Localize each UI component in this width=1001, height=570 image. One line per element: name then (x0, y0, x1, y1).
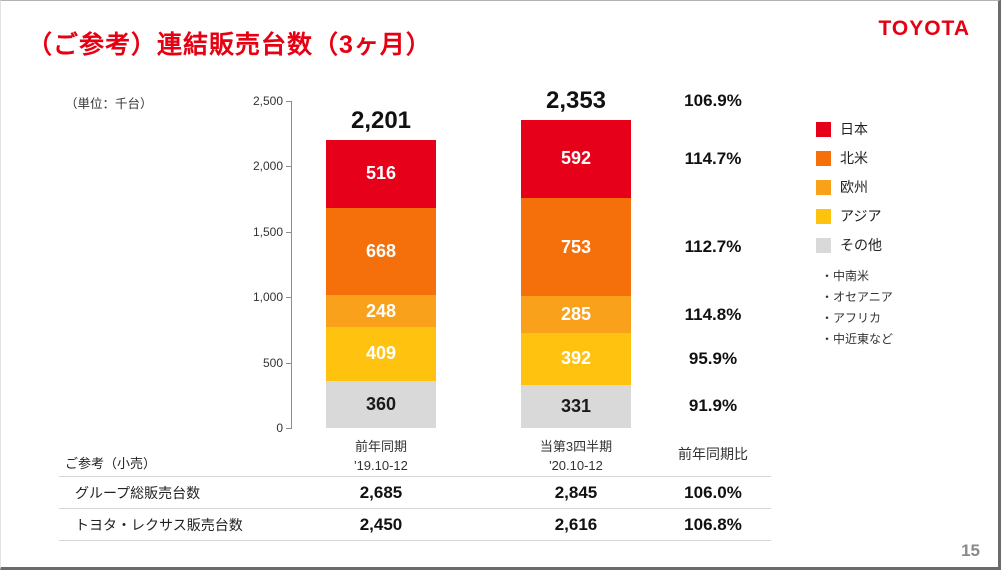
table-row-label: グループ総販売台数 (75, 485, 201, 501)
legend-note: ・中南米 (821, 269, 870, 283)
y-axis-tick-label: 2,000 (252, 159, 283, 174)
page-number: 15 (961, 541, 980, 560)
table-caption: ご参考（小売） (65, 456, 157, 471)
legend-item-欧州: 欧州 (816, 179, 868, 195)
x-axis-category-label: 前年同期 '19.10-12 (306, 438, 456, 476)
category-line1: 前年同期 (354, 439, 407, 454)
yoy-column-header: 前年同期比 (678, 446, 748, 462)
segment-yoy-label-アジア: 95.9% (688, 349, 738, 369)
y-axis-line (291, 101, 292, 429)
table-row: トヨタ・レクサス販売台数 2,450 2,616 106.8% (59, 508, 771, 541)
y-axis-tick-mark (286, 101, 291, 102)
table-cell-yoy: 106.0% (684, 483, 742, 502)
legend-item-アジア: アジア (816, 208, 881, 224)
bar-segment-欧州: 248 (326, 294, 436, 328)
legend-swatch (816, 121, 831, 137)
y-axis-tick-label: 0 (276, 421, 283, 435)
bar-total-label: 2,353 (545, 87, 607, 115)
bar-segment-日本: 592 (521, 120, 631, 198)
chart-legend: 日本北米欧州アジアその他・中南米・オセアニア ・アフリカ・中近東など (816, 1, 996, 421)
table-cell-value: 2,616 (554, 515, 598, 534)
segment-yoy-label-日本: 114.7% (684, 148, 742, 168)
segment-yoy-label-北米: 112.7% (684, 236, 742, 256)
y-axis-tick-label: 1,500 (252, 224, 283, 239)
category-line2: '20.10-12 (549, 457, 603, 473)
legend-label: 日本 (840, 121, 868, 137)
bar-total-label: 2,201 (350, 107, 412, 135)
y-axis-tick-label: 1,000 (252, 290, 283, 305)
table-cell-value: 2,845 (554, 483, 598, 502)
x-axis-category-label: 当第3四半期 '20.10-12 (501, 438, 651, 476)
bar-segment-アジア: 392 (521, 333, 631, 385)
legend-swatch (816, 150, 831, 166)
legend-item-日本: 日本 (816, 121, 868, 137)
legend-note: ・アフリカ (821, 311, 882, 325)
segment-yoy-label-欧州: 114.8% (684, 304, 742, 324)
legend-note: ・オセアニア (821, 290, 893, 304)
legend-note: ・中近東など (821, 332, 894, 346)
legend-swatch (816, 208, 831, 224)
legend-label: アジア (840, 208, 882, 224)
y-axis-tick-mark (286, 166, 291, 168)
legend-swatch (816, 237, 831, 253)
table-cell-value: 2,450 (359, 515, 403, 534)
table-row-label: トヨタ・レクサス販売台数 (75, 517, 243, 533)
category-line2: '19.10-12 (354, 457, 408, 473)
table-cell-value: 2,685 (359, 483, 403, 502)
y-axis-tick-mark (286, 428, 291, 429)
bar-segment-その他: 360 (326, 380, 436, 428)
legend-item-その他: その他 (816, 237, 882, 253)
y-axis-tick-label: 2,500 (252, 94, 283, 108)
category-line1: 当第3四半期 (539, 439, 613, 454)
bar-segment-北米: 668 (326, 207, 436, 295)
page-title: （ご参考）連結販売台数（3ヶ月） (27, 31, 432, 59)
y-axis-tick-label: 500 (262, 355, 283, 370)
legend-item-北米: 北米 (816, 150, 868, 166)
y-axis-tick-mark (286, 297, 291, 299)
bar-segment-欧州: 285 (521, 296, 631, 334)
toyota-logo: TOYOTA (878, 17, 970, 40)
legend-swatch (816, 179, 831, 195)
unit-label: （単位：千台） (65, 97, 153, 111)
bar-segment-アジア: 409 (326, 327, 436, 381)
legend-label: 欧州 (840, 179, 868, 195)
total-yoy-label: 106.9% (684, 91, 742, 111)
table-cell-yoy: 106.8% (684, 515, 742, 534)
bar-segment-その他: 331 (521, 384, 631, 428)
bar-segment-北米: 753 (521, 197, 631, 297)
bar-segment-日本: 516 (326, 140, 436, 208)
table-bottom-rule (59, 540, 771, 541)
y-axis-tick-mark (286, 231, 291, 233)
segment-yoy-label-その他: 91.9% (688, 396, 738, 416)
legend-label: その他 (840, 237, 882, 253)
y-axis-tick-mark (286, 362, 291, 364)
legend-label: 北米 (840, 150, 868, 166)
table-row: グループ総販売台数 2,685 2,845 106.0% (59, 476, 771, 509)
